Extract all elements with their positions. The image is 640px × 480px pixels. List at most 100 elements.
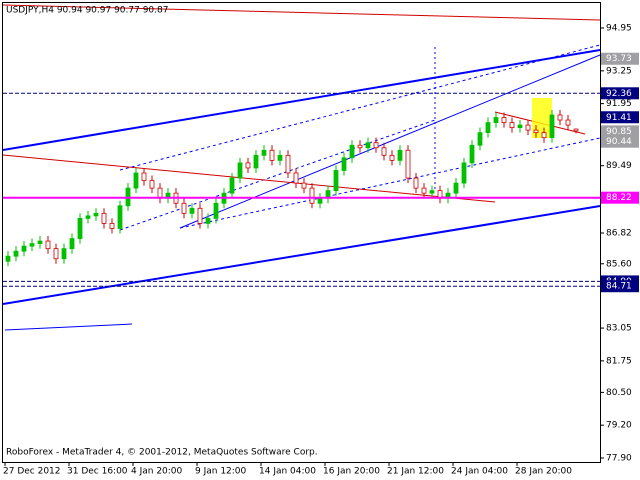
candle-body (157, 187, 163, 199)
price-label: 84.71 (606, 282, 632, 292)
candle-body (309, 187, 315, 204)
candle-body (77, 217, 83, 239)
candle-body (133, 172, 139, 189)
candle-body (525, 124, 531, 131)
candle-body (277, 154, 283, 161)
price-label: 91.41 (606, 113, 632, 123)
price-label-box (601, 191, 639, 204)
x-tick-label: 21 Jan 12:00 (387, 467, 444, 477)
candle-body (429, 190, 435, 194)
candle-body (213, 202, 219, 219)
x-tick-label: 4 Jan 20:00 (131, 467, 183, 477)
candle-body (493, 117, 499, 123)
candle-body (453, 182, 459, 194)
x-tick-label: 27 Dec 2012 (3, 467, 61, 477)
candle-body (557, 114, 563, 121)
y-tick-label: 77.90 (606, 453, 632, 463)
candle-body (13, 250, 19, 257)
price-label-box (601, 52, 639, 65)
x-tick-label: 16 Jan 20:00 (323, 467, 380, 477)
price-label-box (601, 87, 639, 100)
candle-body (61, 248, 67, 260)
candle-body (5, 255, 11, 262)
y-tick-label: 94.95 (606, 23, 632, 33)
candle-body (53, 248, 59, 260)
price-label-box (601, 280, 639, 293)
candle-body (477, 132, 483, 146)
candle-body (533, 129, 539, 134)
y-tick-label: 86.82 (606, 229, 632, 239)
candle-body (349, 144, 355, 159)
candle-body (181, 202, 187, 214)
y-tick-label: 91.95 (606, 99, 632, 109)
candle-body (269, 149, 275, 161)
y-tick-label: 93.25 (606, 66, 632, 76)
short-line (4, 323, 133, 331)
y-tick-label: 89.49 (606, 161, 632, 171)
footer: RoboForex - MetaTrader 4, © 2001-2012, M… (6, 448, 318, 458)
y-tick-label: 83.05 (606, 324, 632, 334)
plot-frame (2, 2, 601, 463)
candle-body (317, 197, 323, 204)
candle-body (101, 212, 107, 224)
candle-body (389, 154, 395, 161)
candle-body (413, 177, 419, 189)
trend-dash (119, 44, 601, 171)
candle-body (245, 162, 251, 169)
candle-body (69, 238, 75, 250)
channel-top (2, 49, 601, 151)
candle-body (37, 240, 43, 245)
candle-body (341, 157, 347, 171)
y-tick-label: 85.60 (606, 259, 632, 269)
candle-body (573, 128, 579, 132)
candle-body (301, 182, 307, 189)
candle-body (501, 117, 507, 123)
candle-body (285, 154, 291, 174)
price-label-box (601, 111, 639, 124)
price-label: 88.22 (606, 193, 632, 203)
candle-body (565, 119, 571, 126)
candle-body (541, 132, 547, 139)
x-tick-label: 28 Jan 20:00 (515, 467, 572, 477)
x-tick-label: 24 Jan 04:00 (451, 467, 508, 477)
candle-body (237, 162, 243, 179)
candle-body (549, 114, 555, 139)
channel-bottom (2, 205, 601, 305)
price-label-box (601, 125, 639, 138)
candle-body (45, 240, 51, 250)
candle-body (197, 207, 203, 224)
candle-body (421, 187, 427, 194)
price-label: 92.36 (606, 89, 632, 99)
candle-body (109, 223, 115, 229)
candle-body (517, 124, 523, 128)
highlight-box (532, 98, 552, 138)
candle-body (149, 180, 155, 189)
x-tick-label: 31 Dec 16:00 (67, 467, 128, 477)
candle-body (293, 172, 299, 184)
price-label: 90.44 (606, 137, 632, 147)
candle-body (189, 207, 195, 214)
candle-body (405, 149, 411, 179)
y-tick-label: 79.20 (606, 421, 632, 431)
candle-body (397, 149, 403, 161)
trend-dash (119, 119, 436, 231)
candle-body (117, 205, 123, 229)
price-label: 93.73 (606, 54, 632, 64)
candle-body (229, 177, 235, 194)
candle-body (373, 142, 379, 149)
candle-body (93, 212, 99, 217)
x-tick-label: 14 Jan 04:00 (259, 467, 316, 477)
candle-body (485, 122, 491, 134)
candle-body (21, 245, 27, 252)
candle-body (253, 154, 259, 169)
red-line (2, 4, 601, 21)
candle-body (461, 162, 467, 184)
candle-body (141, 172, 147, 181)
chart-title: USDJPY,H4 90.94 90.97 90.77 90.87 (6, 6, 168, 16)
trend-line (179, 54, 601, 229)
candle-body (365, 142, 371, 149)
candle-body (333, 170, 339, 192)
candle-body (261, 149, 267, 156)
